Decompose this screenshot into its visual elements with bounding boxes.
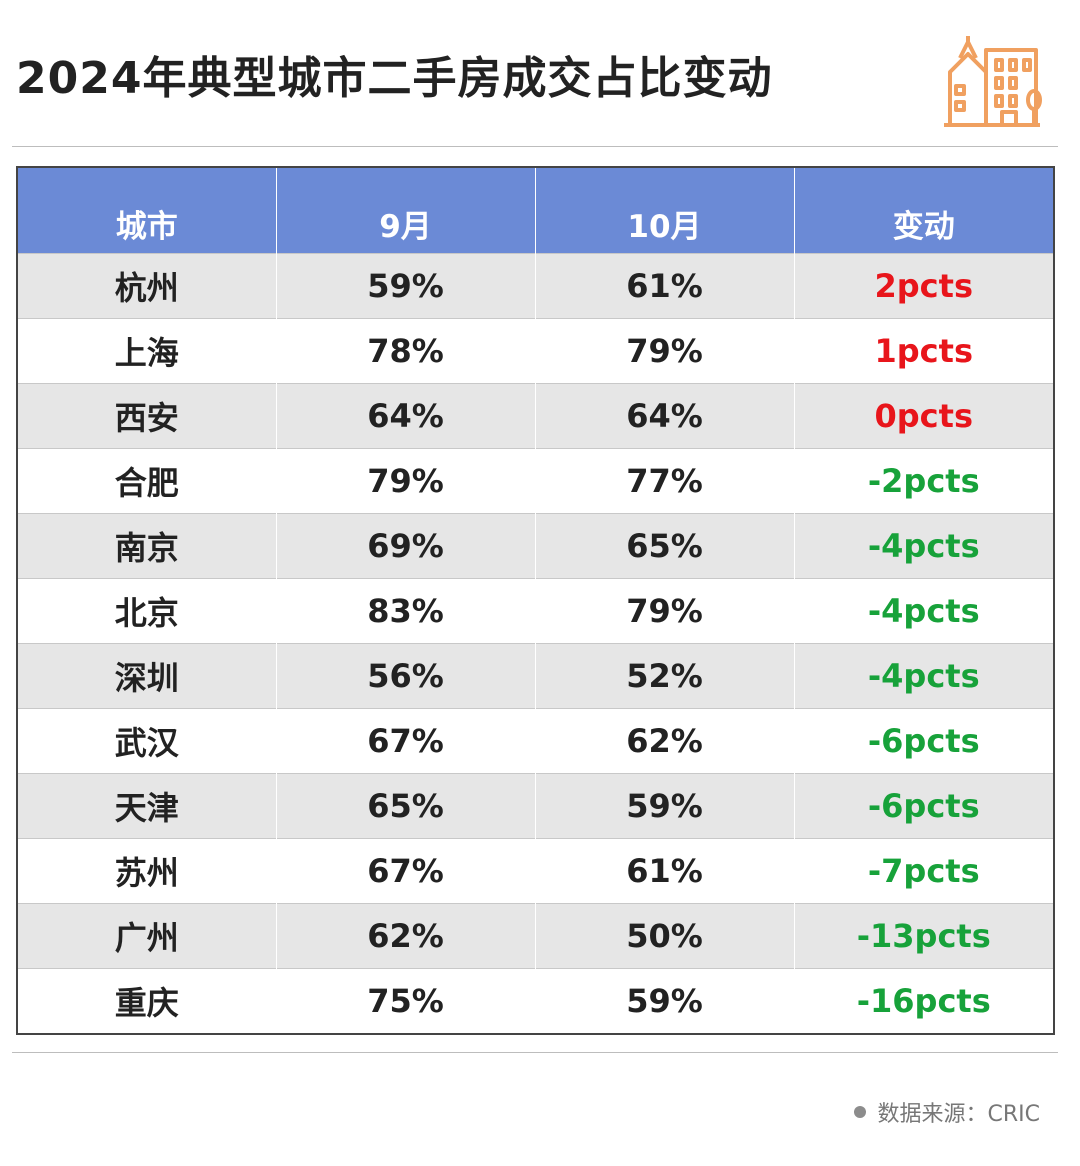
cell-october: 79% <box>534 577 795 643</box>
cell-september: 67% <box>275 707 536 773</box>
cell-change: -4pcts <box>793 512 1055 578</box>
cell-city: 广州 <box>16 902 277 968</box>
cell-change: -4pcts <box>793 642 1055 708</box>
cell-september: 67% <box>275 837 536 903</box>
cell-city: 合肥 <box>16 447 277 513</box>
cell-september: 62% <box>275 902 536 968</box>
bottom-divider <box>12 1052 1058 1053</box>
table-row: 广州 62% 50% -13pcts <box>16 902 1055 968</box>
cell-city: 北京 <box>16 577 277 643</box>
header-october: 10月 <box>534 167 795 253</box>
city-transaction-table: 城市 9月 10月 变动 杭州 59% 61% 2pcts 上海 78% 79% 1pcts 西… <box>16 166 1055 1035</box>
header-city: 城市 <box>16 167 277 253</box>
table-row: 南京 69% 65% -4pcts <box>16 512 1055 578</box>
table-row: 武汉 67% 62% -6pcts <box>16 707 1055 773</box>
table-header-row: 城市 9月 10月 变动 <box>16 167 1055 253</box>
cell-october: 52% <box>534 642 795 708</box>
cell-change: -6pcts <box>793 772 1055 838</box>
cell-september: 83% <box>275 577 536 643</box>
cell-change: -4pcts <box>793 577 1055 643</box>
data-source: 数据来源：CRIC <box>853 1096 1041 1128</box>
cell-city: 天津 <box>16 772 277 838</box>
top-divider <box>12 146 1058 147</box>
city-buildings-icon <box>944 36 1042 127</box>
cell-change: 0pcts <box>793 382 1055 448</box>
cell-october: 59% <box>534 967 795 1034</box>
cell-september: 65% <box>275 772 536 838</box>
cell-change: -6pcts <box>793 707 1055 773</box>
cell-september: 69% <box>275 512 536 578</box>
table-row: 北京 83% 79% -4pcts <box>16 577 1055 643</box>
cell-september: 75% <box>275 967 536 1034</box>
cell-october: 77% <box>534 447 795 513</box>
cell-october: 64% <box>534 382 795 448</box>
cell-october: 79% <box>534 317 795 383</box>
page-title: 2024年典型城市二手房成交占比变动 <box>16 53 773 104</box>
cell-city: 深圳 <box>16 642 277 708</box>
cell-change: 1pcts <box>793 317 1055 383</box>
cell-change: -7pcts <box>793 837 1055 903</box>
header-september: 9月 <box>275 167 536 253</box>
cell-september: 59% <box>275 252 536 318</box>
table-row: 深圳 56% 52% -4pcts <box>16 642 1055 708</box>
header-change: 变动 <box>793 167 1055 253</box>
cell-city: 西安 <box>16 382 277 448</box>
cell-october: 61% <box>534 837 795 903</box>
cell-september: 78% <box>275 317 536 383</box>
table-row: 上海 78% 79% 1pcts <box>16 317 1055 383</box>
cell-city: 武汉 <box>16 707 277 773</box>
cell-october: 59% <box>534 772 795 838</box>
cell-september: 79% <box>275 447 536 513</box>
source-text: 数据来源：CRIC <box>877 1102 1041 1127</box>
cell-september: 64% <box>275 382 536 448</box>
cell-october: 65% <box>534 512 795 578</box>
table-row: 天津 65% 59% -6pcts <box>16 772 1055 838</box>
table-row: 合肥 79% 77% -2pcts <box>16 447 1055 513</box>
table-row: 重庆 75% 59% -16pcts <box>16 967 1055 1034</box>
cell-city: 重庆 <box>16 967 277 1034</box>
cell-city: 杭州 <box>16 252 277 318</box>
cell-city: 南京 <box>16 512 277 578</box>
cell-october: 50% <box>534 902 795 968</box>
cell-change: 2pcts <box>793 252 1055 318</box>
table-row: 西安 64% 64% 0pcts <box>16 382 1055 448</box>
cell-october: 61% <box>534 252 795 318</box>
bullet-icon <box>853 1106 866 1118</box>
cell-september: 56% <box>275 642 536 708</box>
cell-change: -2pcts <box>793 447 1055 513</box>
cell-change: -16pcts <box>793 967 1055 1034</box>
table-row: 苏州 67% 61% -7pcts <box>16 837 1055 903</box>
cell-change: -13pcts <box>793 902 1055 968</box>
table-row: 杭州 59% 61% 2pcts <box>16 252 1055 318</box>
cell-october: 62% <box>534 707 795 773</box>
cell-city: 苏州 <box>16 837 277 903</box>
cell-city: 上海 <box>16 317 277 383</box>
